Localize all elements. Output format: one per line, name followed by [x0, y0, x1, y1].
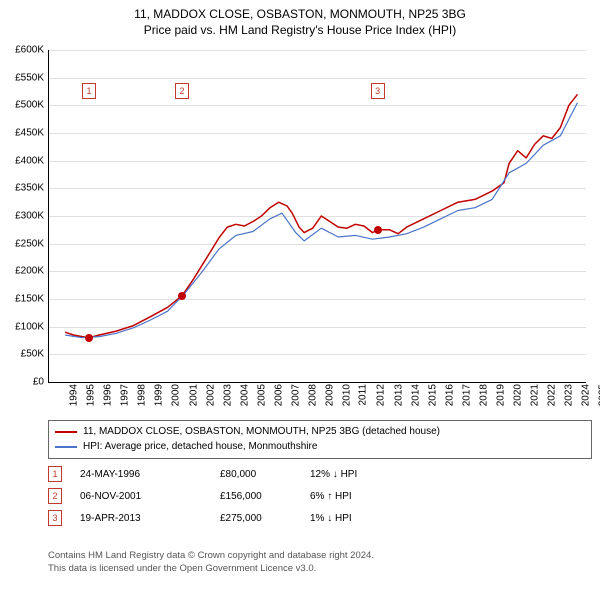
x-axis-label: 2020 [510, 384, 523, 406]
series-line-1 [65, 103, 577, 338]
x-axis-label: 1996 [100, 384, 113, 406]
y-axis-label: £200K [15, 266, 48, 277]
footer-line-2: This data is licensed under the Open Gov… [48, 563, 374, 576]
transaction-date: 06-NOV-2001 [80, 491, 220, 502]
series-line-0 [65, 94, 577, 337]
footer-attribution: Contains HM Land Registry data © Crown c… [48, 550, 374, 576]
page-root: 11, MADDOX CLOSE, OSBASTON, MONMOUTH, NP… [0, 0, 600, 590]
x-axis-label: 1999 [152, 384, 165, 406]
x-axis-label: 2007 [288, 384, 301, 406]
y-axis-label: £300K [15, 211, 48, 222]
x-axis-label: 2013 [391, 384, 404, 406]
transaction-diff: 12% ↓ HPI [310, 469, 410, 480]
x-axis-label: 2019 [493, 384, 506, 406]
x-axis-label: 2003 [220, 384, 233, 406]
transaction-row: 2 06-NOV-2001£156,0006% ↑ HPI [48, 488, 410, 504]
transaction-marker-3: 3 [48, 510, 62, 526]
x-axis-label: 2002 [203, 384, 216, 406]
chart-marker-3: 3 [371, 83, 385, 99]
transaction-marker-2: 2 [48, 488, 62, 504]
x-axis-label: 1998 [135, 384, 148, 406]
transaction-price: £275,000 [220, 513, 310, 524]
y-axis-label: £0 [33, 377, 48, 388]
x-axis-label: 1997 [117, 384, 130, 406]
transaction-diff: 6% ↑ HPI [310, 491, 410, 502]
x-axis-label: 2011 [356, 384, 369, 406]
title-line-1: 11, MADDOX CLOSE, OSBASTON, MONMOUTH, NP… [0, 6, 600, 22]
chart-svg [48, 50, 586, 382]
legend-item: 11, MADDOX CLOSE, OSBASTON, MONMOUTH, NP… [55, 425, 585, 440]
x-axis-label: 2025 [596, 384, 600, 406]
transaction-diff: 1% ↓ HPI [310, 513, 410, 524]
legend-swatch [55, 431, 77, 433]
transaction-row: 3 19-APR-2013£275,0001% ↓ HPI [48, 510, 410, 526]
transaction-marker-1: 1 [48, 466, 62, 482]
y-axis-label: £600K [15, 45, 48, 56]
x-axis-label: 2022 [544, 384, 557, 406]
x-axis-label: 1995 [83, 384, 96, 406]
y-axis-label: £400K [15, 155, 48, 166]
chart-title: 11, MADDOX CLOSE, OSBASTON, MONMOUTH, NP… [0, 0, 600, 38]
transaction-date: 24-MAY-1996 [80, 469, 220, 480]
chart-marker-dot-3 [374, 226, 382, 234]
x-axis-label: 2005 [254, 384, 267, 406]
y-axis-label: £550K [15, 72, 48, 83]
y-axis-label: £250K [15, 238, 48, 249]
y-axis-label: £50K [21, 349, 48, 360]
legend-label: 11, MADDOX CLOSE, OSBASTON, MONMOUTH, NP… [83, 425, 440, 440]
chart-marker-1: 1 [82, 83, 96, 99]
y-axis-label: £350K [15, 183, 48, 194]
legend-swatch [55, 446, 77, 448]
legend-label: HPI: Average price, detached house, Monm… [83, 440, 317, 455]
y-axis-label: £100K [15, 321, 48, 332]
x-axis-label: 2012 [374, 384, 387, 406]
title-line-2: Price paid vs. HM Land Registry's House … [0, 22, 600, 38]
y-axis-label: £450K [15, 128, 48, 139]
x-axis-label: 2000 [169, 384, 182, 406]
x-axis-label: 2017 [459, 384, 472, 406]
y-axis-label: £150K [15, 294, 48, 305]
x-axis-line [48, 382, 586, 383]
x-axis-label: 2006 [271, 384, 284, 406]
x-axis-label: 2018 [476, 384, 489, 406]
x-axis-label: 2008 [305, 384, 318, 406]
chart-plot-area: £0£50K£100K£150K£200K£250K£300K£350K£400… [48, 50, 586, 382]
legend-box: 11, MADDOX CLOSE, OSBASTON, MONMOUTH, NP… [48, 420, 592, 459]
x-axis-label: 2023 [562, 384, 575, 406]
footer-line-1: Contains HM Land Registry data © Crown c… [48, 550, 374, 563]
x-axis-label: 2016 [442, 384, 455, 406]
x-axis-label: 2010 [340, 384, 353, 406]
x-axis-label: 1994 [66, 384, 79, 406]
chart-marker-2: 2 [175, 83, 189, 99]
transaction-price: £80,000 [220, 469, 310, 480]
x-axis-label: 2024 [579, 384, 592, 406]
x-axis-label: 2014 [408, 384, 421, 406]
transaction-row: 1 24-MAY-1996£80,00012% ↓ HPI [48, 466, 410, 482]
x-axis-label: 2021 [527, 384, 540, 406]
x-axis-label: 2009 [322, 384, 335, 406]
x-axis-label: 2015 [425, 384, 438, 406]
legend-item: HPI: Average price, detached house, Monm… [55, 440, 585, 455]
transaction-price: £156,000 [220, 491, 310, 502]
y-axis-label: £500K [15, 100, 48, 111]
transactions-table: 1 24-MAY-1996£80,00012% ↓ HPI 2 06-NOV-2001… [48, 466, 410, 532]
transaction-date: 19-APR-2013 [80, 513, 220, 524]
x-axis-label: 2001 [186, 384, 199, 406]
chart-marker-dot-1 [85, 334, 93, 342]
chart-marker-dot-2 [178, 292, 186, 300]
x-axis-label: 2004 [237, 384, 250, 406]
